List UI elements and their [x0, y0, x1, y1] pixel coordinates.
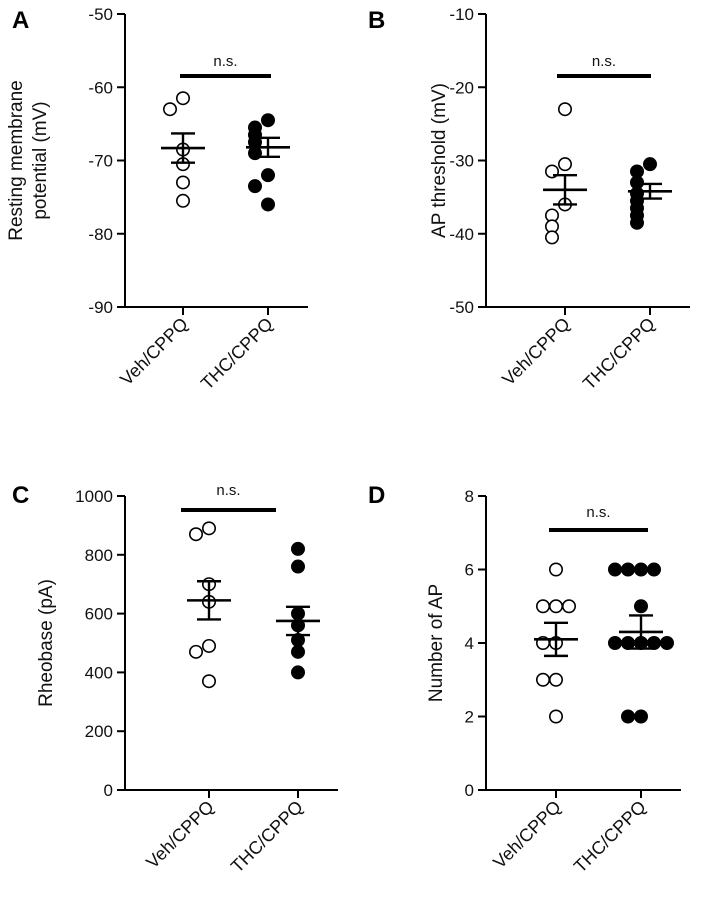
y-tick-label: -40 — [449, 225, 474, 244]
y-tick-label: 2 — [465, 708, 474, 727]
significance-label: n.s. — [216, 482, 240, 499]
category-label: THC/CPPQ — [579, 314, 659, 394]
panel-letter: A — [12, 7, 29, 34]
data-point — [557, 157, 572, 172]
data-point — [202, 638, 217, 653]
y-tick-label: -90 — [88, 298, 113, 317]
data-point — [260, 168, 275, 183]
y-tick-label: -50 — [449, 298, 474, 317]
panel-d: D 0 2 4 6 8 Veh/CPPQ THC/CPPQ Number of AP n.s. — [368, 482, 681, 877]
panel-c: C 0 200 400 600 800 1000 Veh/CPPQ THC/CPPQ Rheoba… — [12, 482, 338, 877]
data-point — [548, 709, 563, 724]
y-tick-label: -60 — [88, 78, 113, 97]
y-tick-label: -30 — [449, 152, 474, 171]
data-point — [620, 562, 635, 577]
data-point — [633, 599, 648, 614]
y-tick-label: 6 — [465, 561, 474, 580]
y-axis-title: potential (mV) — [30, 101, 51, 219]
data-point — [248, 179, 263, 194]
data-point — [646, 562, 661, 577]
significance-label: n.s. — [586, 504, 610, 521]
data-point — [548, 562, 563, 577]
panel-a: A -90 -80 -70 -60 -50 Veh/CPPQ THC/CPPQ Resting … — [6, 5, 308, 394]
data-point — [189, 527, 204, 542]
y-axis-title: Resting membrane — [6, 80, 27, 241]
y-tick-label: -20 — [449, 78, 474, 97]
y-tick-label: 8 — [465, 487, 474, 506]
data-point — [607, 635, 622, 650]
y-tick-label: -70 — [88, 152, 113, 171]
data-point — [176, 91, 191, 106]
data-point — [557, 102, 572, 117]
data-point — [535, 599, 550, 614]
y-axis-title: AP threshold (mV) — [429, 83, 450, 238]
significance-label: n.s. — [213, 53, 237, 70]
data-point — [202, 674, 217, 689]
data-point — [548, 599, 563, 614]
panel-letter: B — [368, 7, 385, 34]
data-point — [163, 102, 178, 117]
y-tick-label: 0 — [104, 781, 113, 800]
data-point — [290, 541, 305, 556]
data-point — [659, 635, 674, 650]
data-point — [607, 562, 622, 577]
data-point — [290, 665, 305, 680]
y-tick-label: 4 — [465, 634, 474, 653]
category-label: Veh/CPPQ — [116, 314, 192, 390]
data-point — [548, 672, 563, 687]
data-point — [290, 644, 305, 659]
y-tick-label: 600 — [85, 605, 113, 624]
category-label: THC/CPPQ — [197, 314, 277, 394]
data-point — [189, 644, 204, 659]
y-axis-title: Number of AP — [426, 584, 447, 702]
significance-label: n.s. — [592, 53, 616, 70]
data-point — [176, 175, 191, 190]
data-point — [290, 559, 305, 574]
category-label: Veh/CPPQ — [489, 797, 565, 873]
category-label: Veh/CPPQ — [142, 797, 218, 873]
panel-letter: D — [368, 482, 385, 509]
category-label: THC/CPPQ — [570, 797, 650, 877]
category-label: Veh/CPPQ — [498, 314, 574, 390]
data-point — [633, 709, 648, 724]
data-point — [629, 215, 644, 230]
y-tick-label: 0 — [465, 781, 474, 800]
data-point — [642, 157, 657, 172]
y-tick-label: -10 — [449, 5, 474, 24]
data-point — [620, 709, 635, 724]
data-point — [176, 193, 191, 208]
data-point — [260, 197, 275, 212]
y-tick-label: 800 — [85, 546, 113, 565]
y-tick-label: -80 — [88, 225, 113, 244]
data-point — [202, 521, 217, 536]
y-axis-title: Rheobase (pA) — [36, 579, 57, 707]
panel-letter: C — [12, 482, 29, 509]
data-point — [260, 113, 275, 128]
data-point — [633, 562, 648, 577]
data-point — [544, 230, 559, 245]
data-point — [561, 599, 576, 614]
y-tick-label: 400 — [85, 663, 113, 682]
panel-b: B -50 -40 -30 -20 -10 Veh/CPPQ THC/CPPQ AP thres… — [368, 5, 690, 394]
data-point — [535, 672, 550, 687]
y-tick-label: 1000 — [75, 487, 113, 506]
y-tick-label: 200 — [85, 722, 113, 741]
y-tick-label: -50 — [88, 5, 113, 24]
category-label: THC/CPPQ — [227, 797, 307, 877]
